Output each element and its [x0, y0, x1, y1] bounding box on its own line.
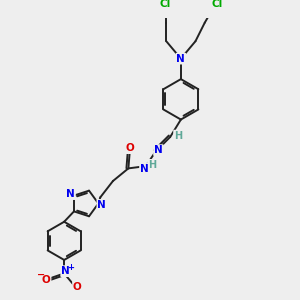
Text: O: O [73, 282, 82, 292]
Text: N: N [61, 266, 70, 276]
Text: N: N [154, 145, 163, 155]
Text: N: N [66, 189, 75, 199]
Text: N: N [140, 164, 149, 174]
Text: O: O [125, 143, 134, 153]
Text: H: H [148, 160, 156, 170]
Text: −: − [37, 270, 45, 280]
Text: N: N [97, 200, 106, 210]
Text: Cl: Cl [159, 0, 170, 9]
Text: Cl: Cl [211, 0, 222, 9]
Text: +: + [67, 263, 74, 272]
Text: N: N [176, 54, 185, 64]
Text: H: H [174, 130, 182, 140]
Text: O: O [42, 275, 51, 285]
